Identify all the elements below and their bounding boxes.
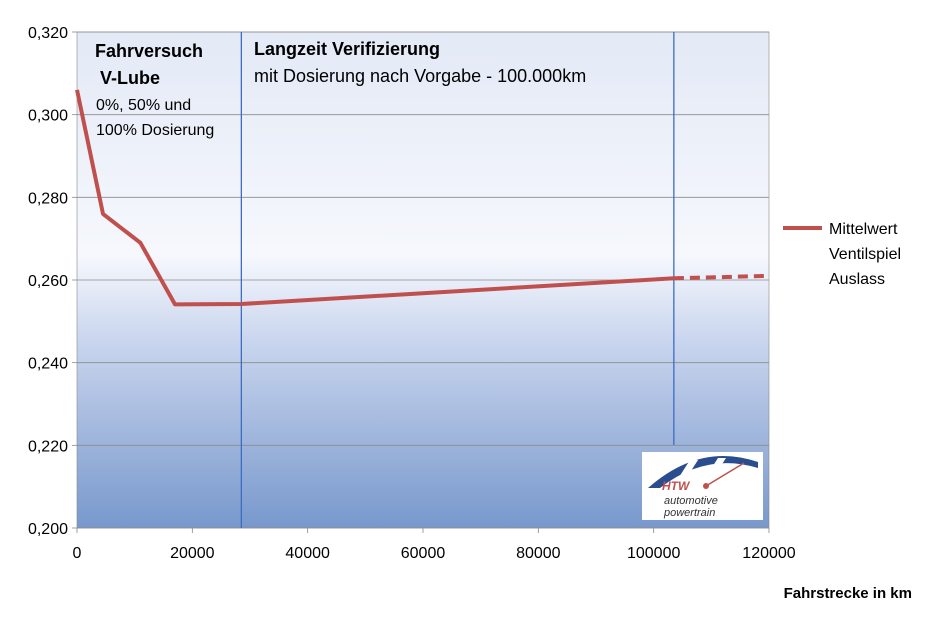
x-tick-label: 60000	[401, 545, 446, 562]
x-axis-label: Fahrstrecke in km	[784, 585, 912, 602]
section2-subtitle: mit Dosierung nach Vorgabe - 100.000km	[254, 66, 586, 86]
y-tick-label: 0,220	[28, 438, 68, 455]
logo-arc-icon	[648, 455, 758, 488]
y-axis: 0,200 0,220 0,240 0,260 0,280 0,300 0,320	[28, 25, 77, 538]
y-tick-label: 0,260	[28, 273, 68, 290]
logo-stripe-icon	[672, 460, 698, 488]
x-axis: 0 20000 40000 60000 80000 100000 120000	[73, 528, 796, 562]
y-tick-label: 0,200	[28, 521, 68, 538]
section1-title-line1: Fahrversuch	[95, 41, 203, 61]
series-line	[75, 89, 675, 307]
x-tick-label: 40000	[285, 545, 330, 562]
logo-needle-icon	[705, 462, 745, 487]
x-tick-label: 120000	[742, 545, 795, 562]
y-tick-label: 0,240	[28, 356, 68, 373]
logo-dot-icon	[703, 483, 709, 489]
htw-logo: HTW automotive powertrain	[642, 452, 763, 520]
legend-line2: Ventilspiel	[829, 246, 901, 263]
y-tick-label: 0,300	[28, 108, 68, 125]
section-dividers	[240, 32, 675, 528]
x-tick-label: 80000	[516, 545, 561, 562]
x-tick-label: 0	[73, 545, 82, 562]
section1-sub-line1: 0%, 50% und	[96, 97, 191, 114]
y-tick-label: 0,320	[28, 25, 68, 42]
section1-title-line2: V-Lube	[100, 68, 160, 88]
logo-line2: powertrain	[663, 507, 715, 519]
logo-mark: HTW	[662, 479, 691, 493]
x-tick-label: 20000	[170, 545, 215, 562]
logo-stripe-icon-2	[700, 458, 726, 486]
section1-sub-line2: 100% Dosierung	[96, 122, 214, 139]
y-tick-label: 0,280	[28, 190, 68, 207]
section2-title: Langzeit Verifizierung	[254, 39, 440, 59]
logo-line1: automotive	[664, 495, 718, 507]
series-lines	[75, 89, 770, 307]
x-tick-label: 100000	[627, 545, 680, 562]
legend-line1: Mittelwert	[829, 221, 898, 238]
legend-line3: Auslass	[829, 271, 885, 288]
